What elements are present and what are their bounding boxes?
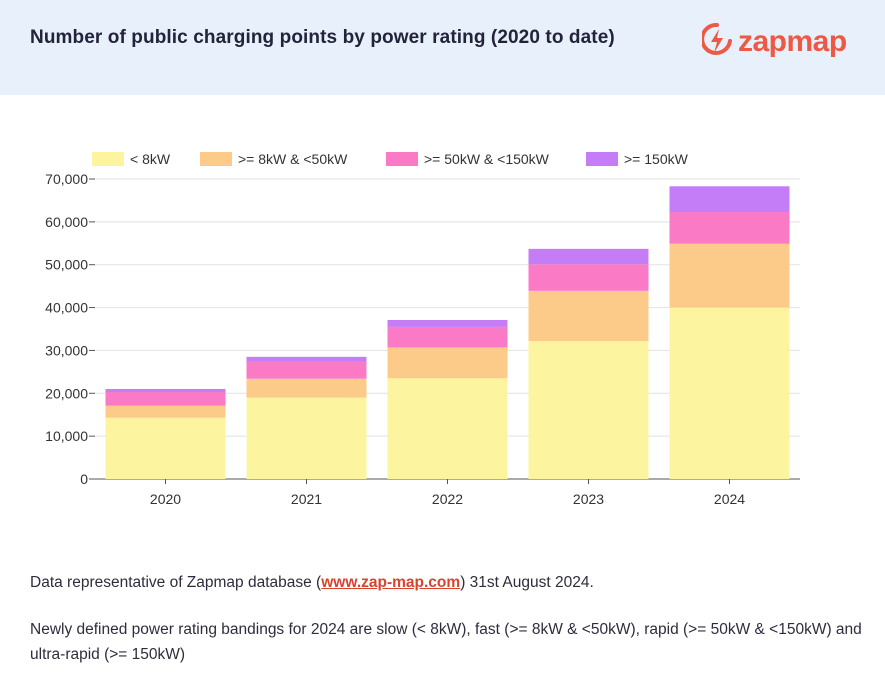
legend-label: < 8kW: [130, 151, 171, 167]
bar-segment: [387, 347, 508, 379]
bar-segment: [246, 361, 367, 379]
legend-label: >= 150kW: [624, 151, 689, 167]
bar-segment: [669, 243, 790, 308]
bar-segment: [528, 264, 649, 291]
y-tick-label: 0: [80, 471, 88, 487]
bar-segment: [669, 307, 790, 479]
bar-segment: [105, 405, 226, 418]
stacked-bar-chart: 0 10,000 20,000 30,000 40,000 50,000 60,000 70,…: [45, 151, 800, 507]
zapmap-link[interactable]: www.zap-map.com: [321, 574, 461, 591]
zapmap-logo[interactable]: zapmap: [700, 22, 847, 62]
chart-area: 0 10,000 20,000 30,000 40,000 50,000 60,000 70,…: [0, 130, 885, 530]
x-tick-label: 2024: [714, 491, 745, 507]
y-tick-label: 40,000: [45, 300, 88, 316]
note-text-before: Data representative of Zapmap database (: [30, 574, 322, 591]
y-tick-label: 10,000: [45, 428, 88, 444]
bar-segment: [669, 186, 790, 212]
footer-notes: Data representative of Zapmap database (…: [30, 570, 870, 667]
bandings-note: Newly defined power rating bandings for …: [30, 621, 862, 663]
bar-segment: [669, 212, 790, 244]
y-tick-label: 70,000: [45, 171, 88, 187]
bar-segment: [105, 389, 226, 392]
bar-segment: [105, 392, 226, 406]
y-tick-label: 20,000: [45, 385, 88, 401]
bar-segment: [387, 326, 508, 348]
legend-label: >= 8kW & <50kW: [238, 151, 348, 167]
bar-segment: [528, 290, 649, 341]
bar-segment: [387, 378, 508, 479]
lightning-bolt-icon: [700, 22, 732, 62]
x-tick-label: 2023: [573, 491, 604, 507]
bar-segment: [528, 248, 649, 265]
legend-swatch: [200, 152, 232, 166]
logo-text: zapmap: [738, 25, 847, 58]
bar-segment: [246, 397, 367, 479]
x-tick-label: 2021: [291, 491, 322, 507]
bar-segment: [105, 417, 226, 479]
bar-segment: [246, 378, 367, 398]
legend-label: >= 50kW & <150kW: [424, 151, 550, 167]
header-bar: Number of public charging points by powe…: [0, 0, 885, 95]
x-tick-label: 2022: [432, 491, 463, 507]
legend-swatch: [586, 152, 618, 166]
y-tick-label: 30,000: [45, 342, 88, 358]
bar-segment: [528, 341, 649, 479]
legend-swatch: [92, 152, 124, 166]
y-tick-label: 50,000: [45, 257, 88, 273]
data-source-note: Data representative of Zapmap database (…: [30, 570, 870, 595]
x-tick-label: 2020: [150, 491, 181, 507]
bar-segment: [387, 320, 508, 327]
legend-swatch: [386, 152, 418, 166]
note-text-after: ) 31st August 2024.: [460, 574, 594, 591]
chart-title: Number of public charging points by powe…: [30, 27, 615, 48]
bar-segment: [246, 356, 367, 362]
y-tick-label: 60,000: [45, 214, 88, 230]
